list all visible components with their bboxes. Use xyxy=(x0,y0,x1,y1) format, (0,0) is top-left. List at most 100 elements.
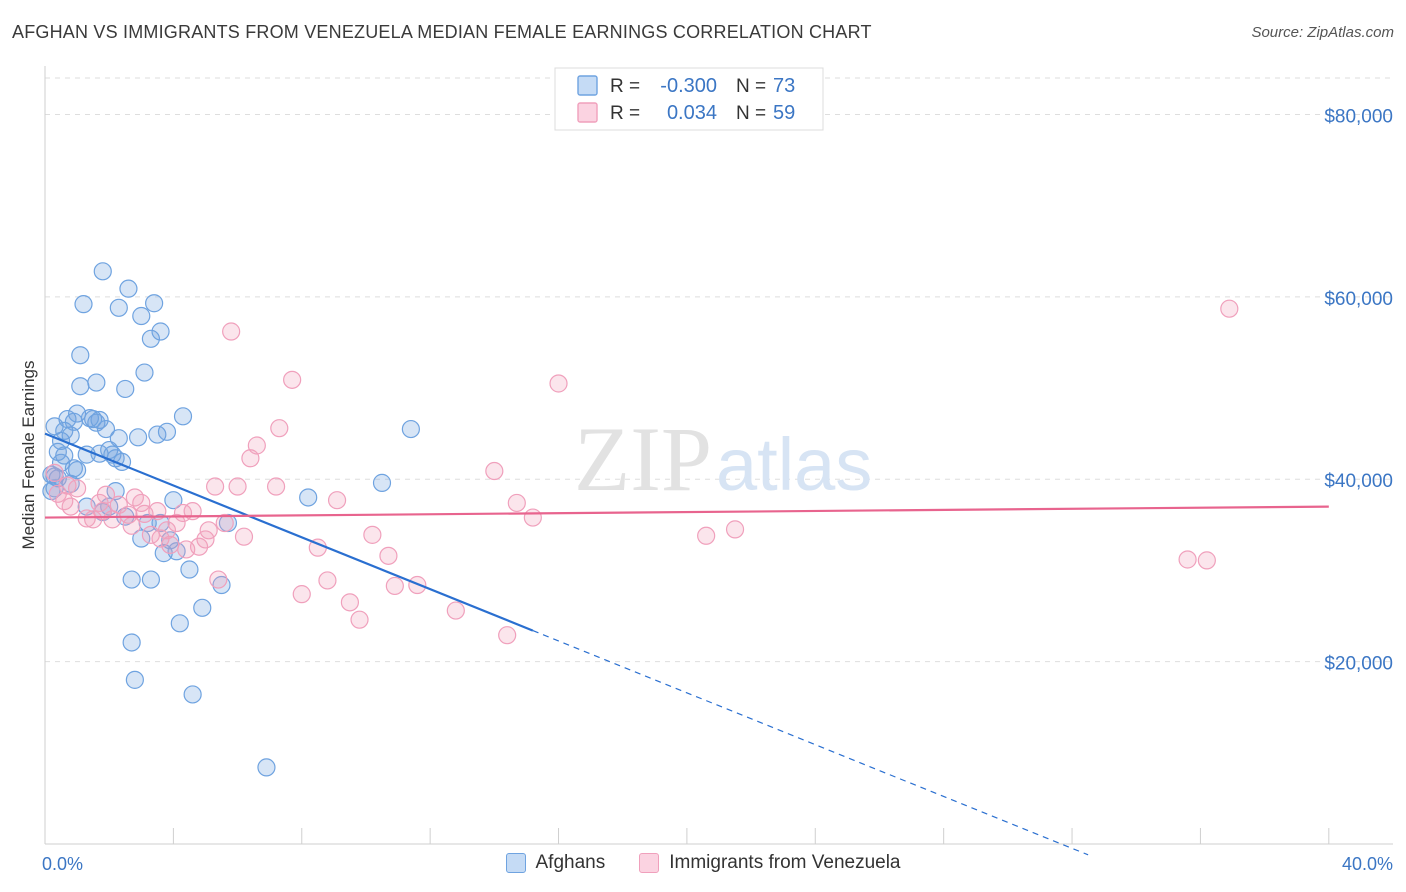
venezuela-point xyxy=(161,535,180,554)
venezuela-point xyxy=(725,520,745,539)
venezuela-point xyxy=(697,526,716,545)
venezuela-label: Immigrants from Venezuela xyxy=(669,852,901,873)
y-axis-label: Median Female Earnings xyxy=(19,361,38,550)
venezuela-point xyxy=(167,513,186,533)
venezuela-point xyxy=(318,571,337,590)
legend-swatch xyxy=(577,102,598,123)
afghan-point xyxy=(125,670,144,689)
legend-box xyxy=(554,67,824,131)
afghan-point xyxy=(48,469,67,488)
afghan-point xyxy=(151,513,170,533)
correlation-legend: R = -0.300 N = 73 R = 0.034 N = 59 xyxy=(554,67,824,131)
venezuela-point xyxy=(498,626,517,645)
venezuela-point xyxy=(1197,551,1216,570)
afghan-point xyxy=(164,491,183,510)
venezuela-point xyxy=(215,513,234,533)
afghan-point xyxy=(212,575,231,595)
afghan-point xyxy=(135,363,154,382)
venezuela-point xyxy=(157,521,177,540)
afghan-point xyxy=(132,529,151,548)
afghan-point xyxy=(109,429,128,448)
afghan-point xyxy=(106,481,125,501)
venezuela-point xyxy=(148,502,167,521)
afghan-point xyxy=(71,346,90,365)
venezuela-trend-line xyxy=(44,505,1329,519)
afghan-point xyxy=(71,377,90,396)
y-tick-label: $60,000 xyxy=(1324,289,1393,310)
venezuela-point xyxy=(292,585,311,604)
afghan-point xyxy=(141,570,161,589)
afghan-point xyxy=(173,407,193,426)
y-tick-labels: $20,000 $40,000 $60,000 $80,000 xyxy=(1324,106,1393,674)
afghan-point xyxy=(93,262,112,281)
afghan-point xyxy=(180,560,199,579)
afghan-point xyxy=(74,295,93,314)
afghan-point xyxy=(64,412,83,431)
x-tick-label-min: 0.0% xyxy=(42,854,83,874)
legend-item-afghans[interactable]: Afghans xyxy=(505,852,606,874)
afghan-point xyxy=(257,758,276,777)
afghan-point xyxy=(183,685,202,704)
venezuela-point xyxy=(206,477,225,496)
legend-r-label: R = xyxy=(610,103,640,124)
venezuela-point xyxy=(199,521,218,540)
afghans-label: Afghans xyxy=(535,852,606,873)
venezuela-point xyxy=(1220,299,1239,318)
venezuela-point xyxy=(109,495,128,514)
venezuela-point xyxy=(119,505,138,524)
afghan-point xyxy=(145,294,164,313)
afghan-point xyxy=(80,409,100,428)
venezuela-point xyxy=(363,525,382,544)
venezuela-point xyxy=(132,493,151,513)
legend-r-value: -0.300 xyxy=(660,75,717,97)
venezuela-point xyxy=(327,491,347,510)
venezuela-point xyxy=(549,374,568,393)
watermark-zip: ZIP xyxy=(574,408,712,510)
afghan-point xyxy=(67,461,87,480)
legend-r-value: 0.034 xyxy=(667,102,717,124)
afghan-point xyxy=(401,419,420,439)
venezuela-point xyxy=(340,593,360,612)
legend-item-venezuela[interactable]: Immigrants from Venezuela xyxy=(639,852,901,874)
venezuela-point xyxy=(523,508,542,527)
legend-n-value: 73 xyxy=(773,75,795,97)
legend-n-value: 59 xyxy=(773,102,795,124)
afghan-point xyxy=(141,329,161,348)
y-tick-label: $20,000 xyxy=(1324,654,1393,675)
afghan-point xyxy=(64,459,83,478)
legend-n-label: N = xyxy=(736,76,766,97)
afghan-point xyxy=(151,322,170,341)
data-points xyxy=(42,262,1239,777)
y-tick-label: $40,000 xyxy=(1324,471,1393,492)
afghan-point xyxy=(193,598,212,617)
venezuela-point xyxy=(45,463,64,482)
venezuela-point xyxy=(189,537,209,556)
watermark-atlas: atlas xyxy=(716,423,872,506)
x-tick-label-max: 40.0% xyxy=(1342,854,1393,874)
legend-r-label: R = xyxy=(610,76,640,97)
venezuela-point xyxy=(61,497,80,516)
afghan-point xyxy=(109,298,128,317)
afghan-point xyxy=(55,446,74,465)
venezuela-point xyxy=(209,570,228,589)
afghan-point xyxy=(116,379,135,399)
venezuela-point xyxy=(446,601,465,620)
venezuela-point xyxy=(485,461,504,481)
series-legend: Afghans Immigrants from Venezuela xyxy=(0,852,1406,874)
afghan-point xyxy=(132,306,151,326)
venezuela-point xyxy=(283,370,302,389)
venezuela-point xyxy=(266,477,286,496)
venezuela-point xyxy=(507,493,526,513)
venezuela-point xyxy=(96,485,116,504)
afghan-point xyxy=(299,488,318,507)
legend-n-label: N = xyxy=(736,103,766,124)
venezuela-point xyxy=(222,322,241,341)
venezuela-point xyxy=(270,419,289,438)
venezuela-point xyxy=(385,576,404,596)
venezuela-point xyxy=(67,479,87,498)
venezuela-point xyxy=(77,509,96,528)
afghan-point xyxy=(122,570,141,589)
afghan-point xyxy=(87,373,106,392)
afghan-trend-extension xyxy=(532,630,1089,856)
